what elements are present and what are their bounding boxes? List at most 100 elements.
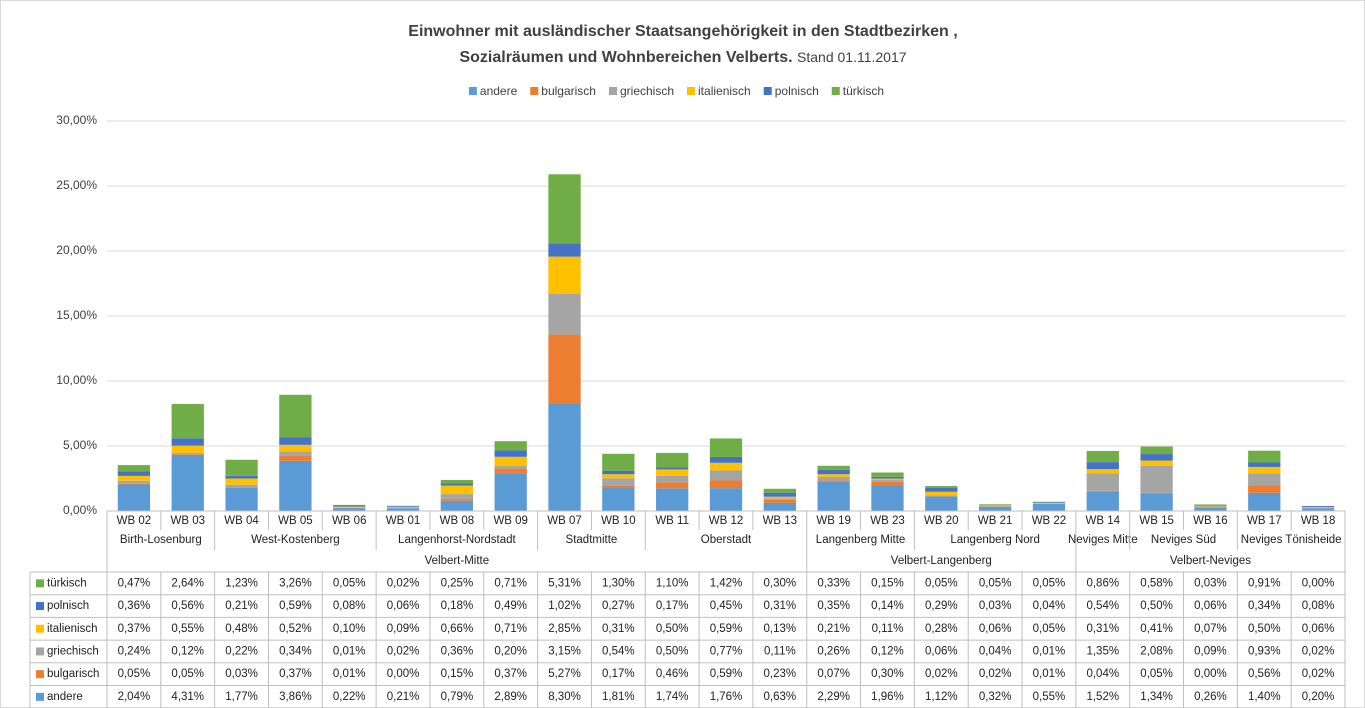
x-tick-label: WB 07	[547, 515, 582, 527]
table-cell: 8,30%	[548, 691, 581, 703]
bar-segment	[440, 479, 474, 484]
title-line2: Sozialräumen und Wohnbereichen Velberts.	[459, 49, 792, 66]
bar-segment	[333, 506, 366, 508]
bar-segment	[440, 500, 474, 511]
x-tick-label: WB 08	[440, 515, 475, 527]
x-tick-label: WB 10	[601, 515, 636, 527]
table-legend-key	[36, 624, 44, 633]
legend-swatch	[530, 87, 539, 95]
table-cell: 0,31%	[602, 623, 635, 635]
table-cell: 0,01%	[333, 668, 366, 680]
group-label: Langenhorst-Nordstadt	[398, 534, 516, 546]
bar-segment	[763, 496, 796, 499]
table-cell: 0,66%	[441, 623, 474, 635]
table-cell: 1,81%	[602, 691, 635, 703]
bar-segment	[763, 502, 796, 511]
bar-segment	[548, 243, 581, 257]
bar-segment	[656, 452, 689, 468]
table-cell: 0,31%	[764, 600, 797, 612]
bar-segment	[386, 506, 420, 509]
bar-segment	[333, 504, 366, 506]
table-cell: 1,77%	[225, 691, 258, 703]
bar-segment	[978, 506, 1012, 511]
table-cell: 0,37%	[118, 623, 151, 635]
bar-segment	[494, 468, 527, 474]
y-tick-label: 20,00%	[56, 243, 97, 257]
table-cell: 0,71%	[494, 577, 527, 589]
bar-segment	[225, 459, 258, 476]
table-cell: 2,08%	[1140, 645, 1173, 657]
table-cell: 0,04%	[1086, 668, 1119, 680]
bar-segment	[871, 485, 904, 511]
bar-segment	[1194, 505, 1227, 507]
table-legend-key	[36, 670, 44, 679]
table-cell: 0,30%	[764, 577, 797, 589]
table-cell: 0,29%	[925, 600, 958, 612]
table-cell: 0,23%	[764, 668, 797, 680]
bar-segment	[1301, 508, 1335, 511]
table-row-label: andere	[47, 691, 83, 703]
table-cell: 0,11%	[872, 623, 904, 635]
table-cell: 1,76%	[710, 691, 743, 703]
table-row-label: polnisch	[47, 600, 89, 612]
table-cell: 0,59%	[710, 668, 743, 680]
bar-segment	[225, 484, 258, 488]
table-cell: 0,20%	[494, 645, 527, 657]
bar-segment	[1032, 502, 1066, 503]
table-cell: 0,26%	[1194, 691, 1227, 703]
bar-segment	[656, 467, 689, 470]
bar-segment	[333, 508, 366, 511]
table-cell: 0,36%	[441, 645, 474, 657]
table-cell: 1,12%	[925, 691, 958, 703]
bar-segment	[1032, 503, 1066, 511]
table-cell: 0,12%	[871, 645, 904, 657]
bar-segment	[763, 499, 796, 503]
legend-label: polnisch	[775, 84, 819, 98]
table-cell: 1,30%	[602, 577, 635, 589]
table-cell: 0,59%	[279, 600, 312, 612]
bar-segment	[225, 475, 258, 479]
table-legend-key	[36, 579, 44, 588]
legend-label: andere	[480, 84, 518, 98]
group-label: Neviges Tönisheide	[1241, 534, 1342, 546]
legend-swatch	[831, 87, 840, 95]
y-tick-label: 25,00%	[56, 178, 97, 192]
table-cell: 0,00%	[1302, 577, 1335, 589]
group-label: Velbert-Neviges	[1170, 555, 1251, 567]
bar-segment	[333, 505, 366, 507]
bar-segment	[171, 404, 204, 439]
table-cell: 0,10%	[333, 623, 366, 635]
y-tick-label: 10,00%	[56, 373, 97, 387]
table-cell: 1,74%	[656, 691, 689, 703]
x-tick-label: WB 06	[332, 515, 367, 527]
table-cell: 0,02%	[1302, 668, 1335, 680]
table-cell: 0,14%	[871, 600, 904, 612]
bar-segment	[817, 480, 850, 482]
table-cell: 0,03%	[1194, 577, 1227, 589]
table-cell: 0,58%	[1140, 577, 1173, 589]
bar-segment	[978, 506, 1012, 507]
bar-segment	[1032, 501, 1066, 503]
group-label: Langenberg Mitte	[816, 534, 906, 546]
x-tick-label: WB 11	[655, 515, 689, 527]
bar-segment	[1086, 473, 1119, 491]
table-cell: 0,21%	[387, 691, 420, 703]
x-tick-label: WB 19	[816, 515, 851, 527]
bar-segment	[602, 453, 635, 471]
table-cell: 4,31%	[171, 691, 204, 703]
table-cell: 0,26%	[817, 645, 850, 657]
table-cell: 0,45%	[710, 600, 743, 612]
bar-segment	[709, 470, 743, 481]
table-cell: 0,05%	[171, 668, 204, 680]
bar-segment	[117, 471, 151, 476]
bar-segment	[709, 462, 743, 471]
table-cell: 0,56%	[171, 600, 204, 612]
bar-segment	[548, 293, 581, 335]
bar-segment	[1140, 492, 1173, 494]
legend-swatch	[687, 87, 696, 95]
x-tick-label: WB 23	[870, 515, 905, 527]
bar-segment	[440, 483, 474, 486]
bar-segment	[1301, 507, 1335, 508]
table-cell: 2,04%	[118, 691, 151, 703]
